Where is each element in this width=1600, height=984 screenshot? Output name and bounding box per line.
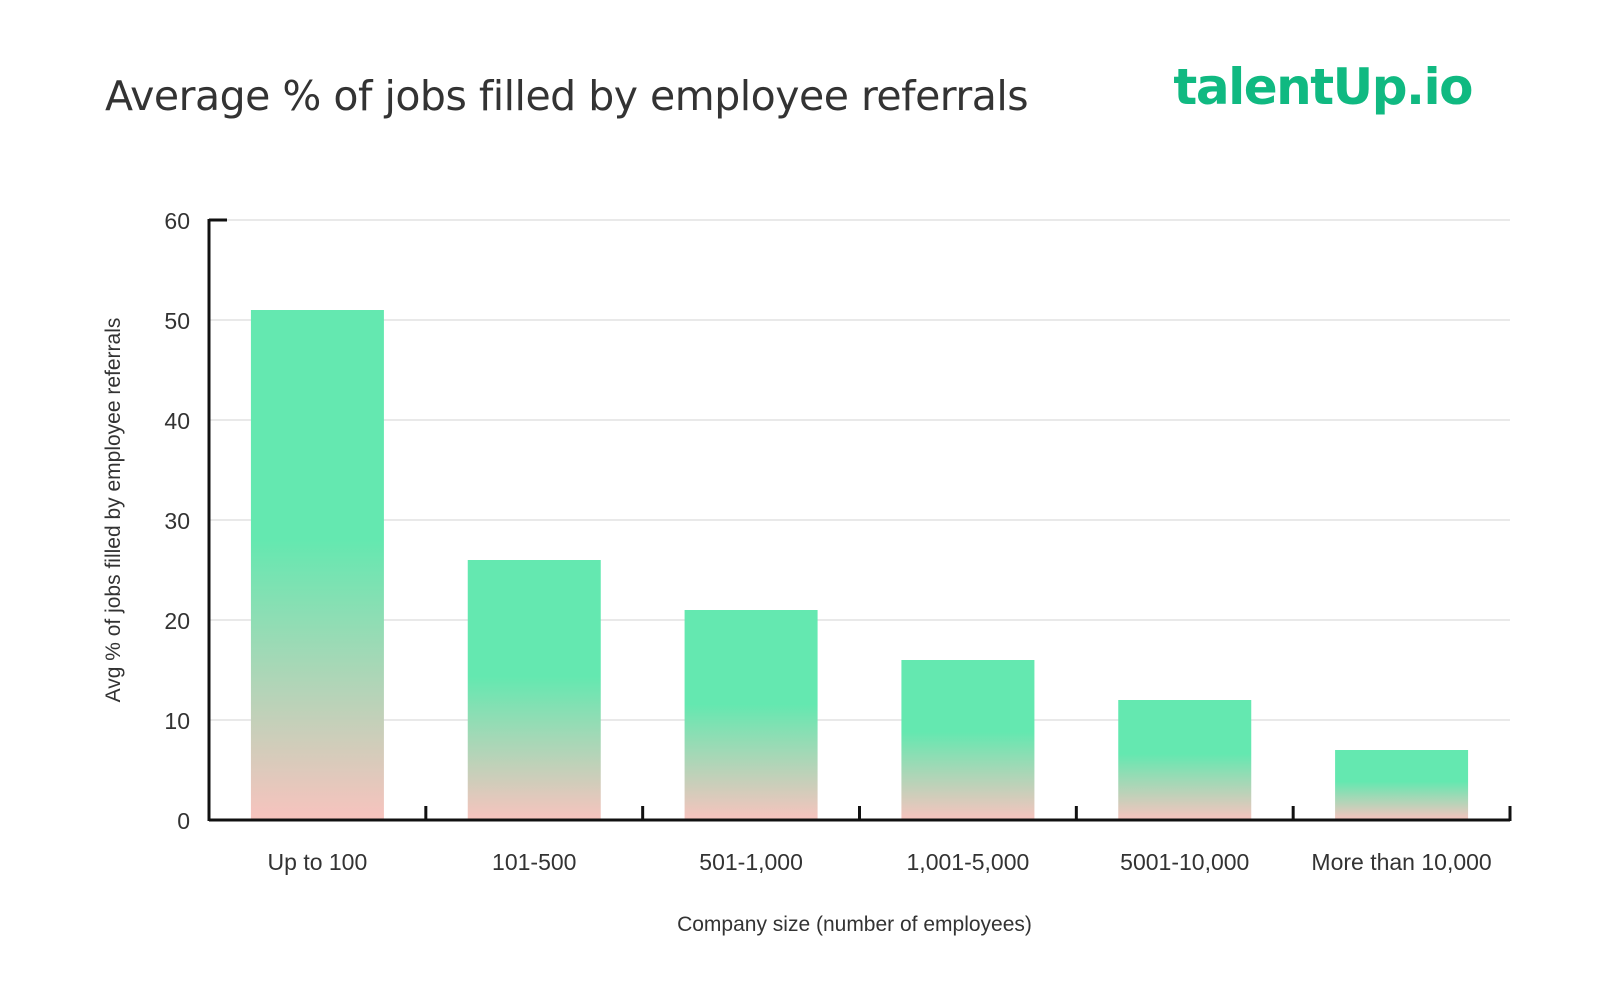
bar-3 [901,660,1035,820]
y-tick-label: 60 [164,208,190,234]
bar-2 [684,610,818,820]
x-tick-label: Up to 100 [268,849,368,875]
gridlines [209,219,1510,721]
x-tick-label: 5001-10,000 [1120,849,1249,875]
x-tick-label: More than 10,000 [1311,849,1491,875]
labels: 0 10 20 30 40 50 60 Up to 100 101-500 501-1,000 1,… [164,208,1491,875]
x-axis-title: Company size (number of employees) [677,913,1032,936]
y-tick-label: 40 [164,408,190,434]
talentup-logo: talentUp.io [1173,58,1473,116]
bar-0 [250,310,384,820]
bars [250,310,1469,820]
bar-1 [467,560,601,820]
x-tick-label: 101-500 [492,849,576,875]
axes [207,218,1512,822]
y-tick-label: 10 [164,708,190,734]
x-tick-label: 501-1,000 [699,849,803,875]
y-tick-label: 50 [164,308,190,334]
x-tick-label: 1,001-5,000 [907,849,1030,875]
y-axis-title: Avg % of jobs filled by employee referra… [102,318,125,703]
y-tick-label: 30 [164,508,190,534]
bar-5 [1335,750,1469,820]
y-tick-label: 0 [177,808,190,834]
chart-title: Average % of jobs filled by employee ref… [105,72,1029,120]
y-tick-label: 20 [164,608,190,634]
bar-4 [1118,700,1252,820]
